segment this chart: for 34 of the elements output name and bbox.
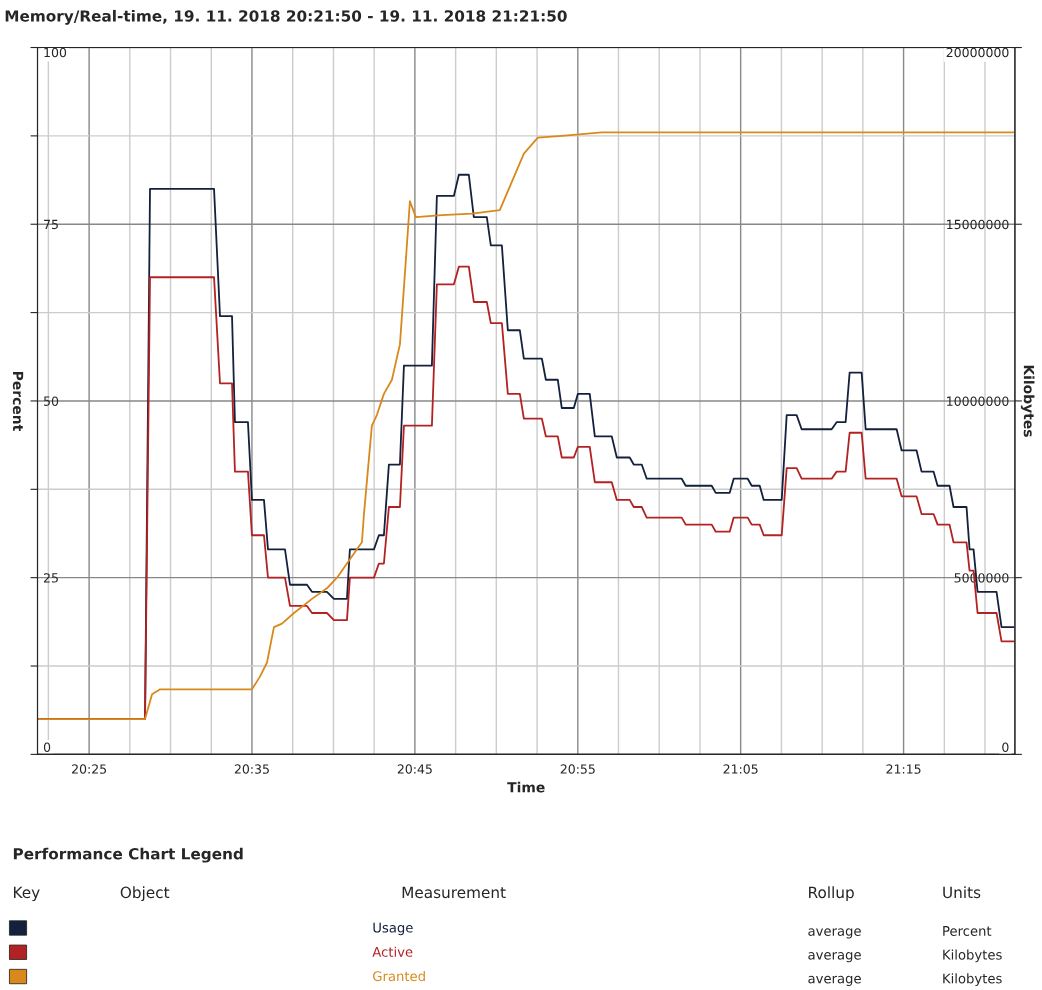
x-tick-label: 20:35 xyxy=(234,764,269,774)
x-tick-label: 20:45 xyxy=(397,764,432,774)
y2-tick-label: 15000000 xyxy=(947,219,1009,230)
y-tick-label: 50 xyxy=(44,396,59,406)
text: Percent xyxy=(943,926,992,936)
y2-tick-label: 20000000 xyxy=(946,47,1009,58)
y-tick-label: 0 xyxy=(43,742,51,752)
text: average xyxy=(808,928,861,939)
text: Units xyxy=(943,886,981,899)
text: Active xyxy=(372,946,413,957)
text: Granted xyxy=(373,970,425,982)
x-tick-label: 20:25 xyxy=(72,764,107,774)
y-tick-label: 75 xyxy=(44,219,58,230)
text: Usage xyxy=(373,922,413,936)
y-tick-label: 100 xyxy=(44,47,67,58)
text: Kilobytes xyxy=(943,973,1002,986)
text: average xyxy=(808,952,861,963)
y2-tick-label: 0 xyxy=(1002,742,1009,752)
y-axis-title: Percent xyxy=(12,371,24,431)
text: Object xyxy=(120,886,170,902)
x-tick-label: 20:55 xyxy=(560,764,595,774)
text: Kilobytes xyxy=(943,949,1002,963)
chart-title: Memory/Real-time, 19. 11. 2018 20:21:50 - 19. 11. 2018 21:21:50 xyxy=(5,9,567,25)
y2-axis-title: Kilobytes xyxy=(1020,365,1035,437)
y2-tick-label: 10000000 xyxy=(947,396,1009,406)
text: average xyxy=(808,975,861,986)
x-axis-title: Time xyxy=(507,781,545,793)
y-tick-label: 25 xyxy=(43,573,58,583)
text: Key xyxy=(14,886,40,902)
legend-title: Performance Chart Legend xyxy=(13,847,243,863)
x-tick-label: 21:15 xyxy=(886,764,921,774)
text: Measurement xyxy=(402,886,506,899)
x-tick-label: 21:05 xyxy=(723,764,758,774)
text: Rollup xyxy=(809,886,854,902)
